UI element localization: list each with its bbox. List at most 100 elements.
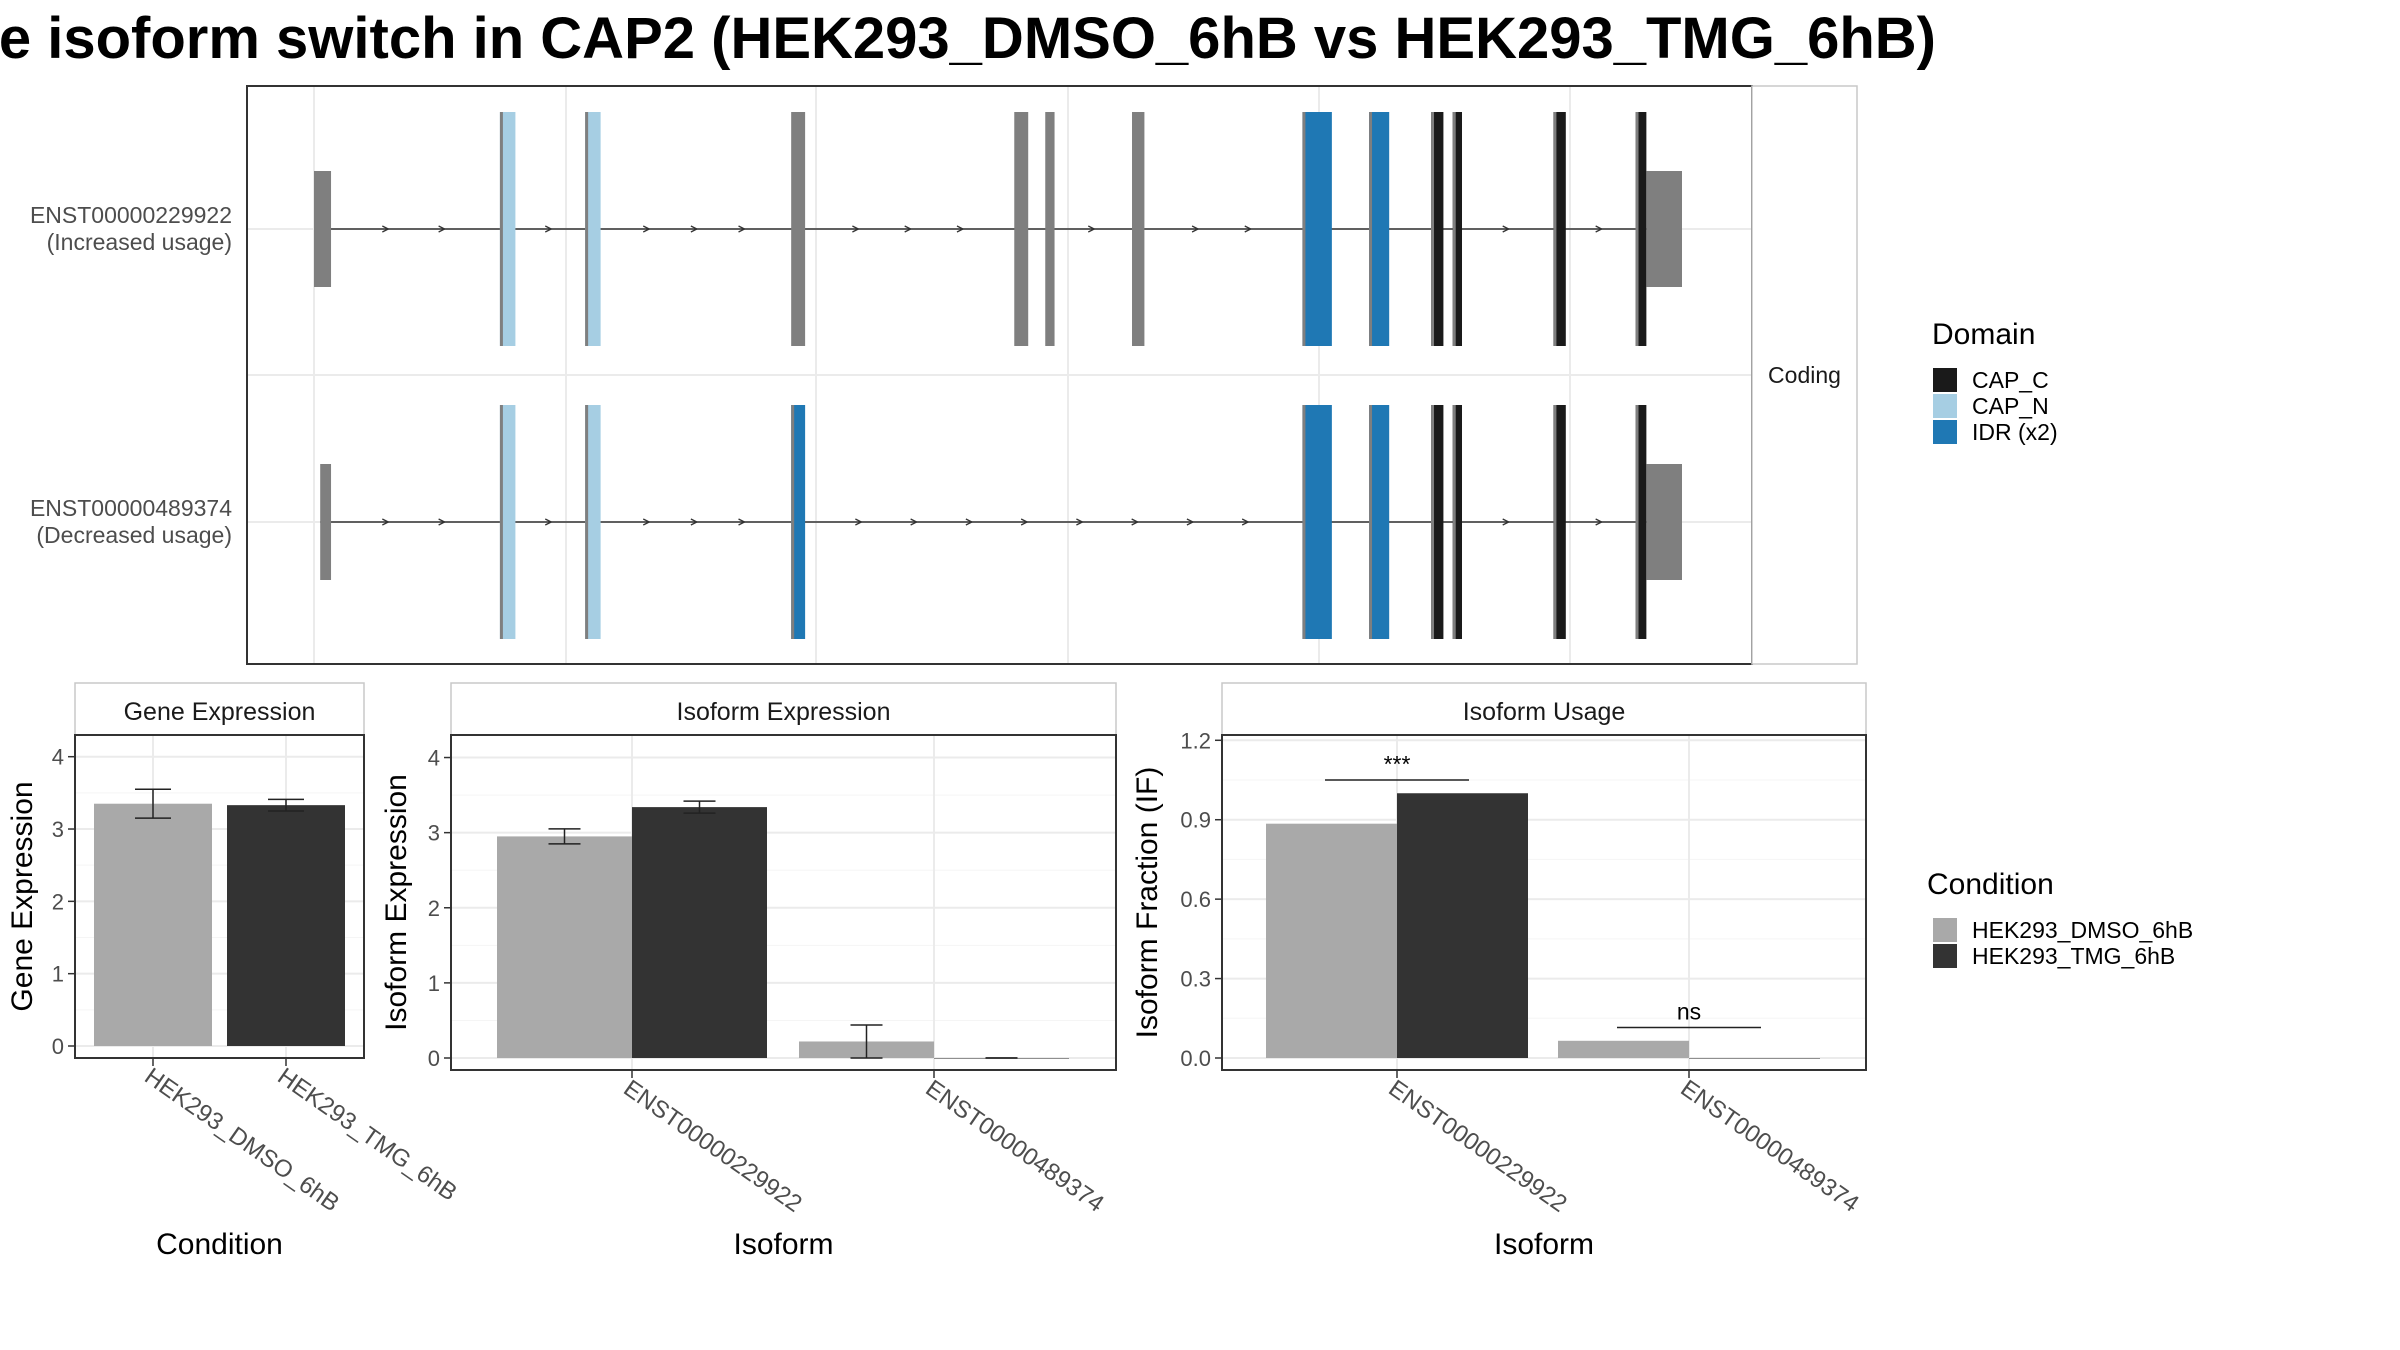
y-tick-label: 0 (428, 1046, 440, 1071)
exon-block (320, 464, 332, 580)
y-tick-label: 0.6 (1180, 887, 1211, 912)
bar (1397, 793, 1528, 1058)
intron-arrow (544, 225, 553, 233)
exon-edge (1553, 405, 1557, 639)
intron-arrow (965, 518, 974, 526)
exon-block (1014, 112, 1029, 346)
exon-block (314, 171, 332, 287)
x-tick-label: ENST00000229922 (1384, 1075, 1572, 1218)
exon-edge (499, 405, 503, 639)
bar (632, 807, 767, 1058)
intron-arrow (956, 225, 965, 233)
plot-border (450, 734, 1117, 1071)
intron-arrow (738, 518, 746, 526)
y-tick-label: 2 (52, 889, 64, 914)
y-axis-title: Isoform Expression (380, 774, 413, 1031)
intron-arrow (1131, 518, 1140, 526)
intron-arrow (438, 225, 447, 233)
x-axis-title: Condition (156, 1228, 283, 1261)
exon-edge (585, 405, 589, 639)
exon-block (1635, 112, 1647, 346)
exon-block (1452, 112, 1463, 346)
condition-legend-title: Condition (1927, 868, 2054, 901)
intron-arrow (1595, 518, 1604, 526)
intron-arrow (1244, 225, 1253, 233)
condition-legend-label: HEK293_TMG_6hB (1972, 943, 2175, 969)
exon-block (1302, 112, 1332, 346)
y-tick-label: 4 (428, 746, 440, 771)
exon-block (499, 112, 516, 346)
y-axis-title: Gene Expression (6, 781, 39, 1011)
y-tick-label: 0.9 (1180, 808, 1211, 833)
exon-edge (1553, 112, 1557, 346)
x-axis-title: Isoform (1494, 1228, 1594, 1261)
intron-arrow (690, 225, 699, 233)
intron-arrow (910, 518, 919, 526)
exon-block (1452, 405, 1463, 639)
bar-panel-3: Isoform Usage *** ns 0.0 0.3 0.6 0.9 1.2 ENST000… (1131, 682, 1867, 1261)
exon-block (499, 405, 516, 639)
y-tick-label: 1 (428, 971, 440, 996)
plot-border (1221, 734, 1867, 1071)
y-tick-label: 1 (52, 962, 64, 987)
exon-block (1302, 405, 1332, 639)
exon-block (1646, 464, 1682, 580)
significance-label: *** (1384, 751, 1411, 777)
exon-block (1369, 112, 1390, 346)
intron-arrow (382, 518, 390, 526)
domain-legend-key (1933, 368, 1957, 392)
y-tick-label: 0.3 (1180, 967, 1211, 992)
y-tick-label: 3 (428, 821, 440, 846)
transcript-id-label: ENST00000489374 (30, 495, 232, 521)
y-tick-label: 4 (52, 745, 64, 770)
intron-arrow (1087, 225, 1096, 233)
transcript-id-label: ENST00000229922 (30, 202, 232, 228)
bar (1689, 1058, 1820, 1059)
intron-arrow (738, 225, 746, 233)
intron-arrow (1191, 225, 1200, 233)
facet-strip (1751, 85, 1858, 665)
exon-block (1431, 112, 1444, 346)
exon-edge (1452, 112, 1456, 346)
exon-block (1553, 112, 1566, 346)
intron-arrow (1020, 518, 1029, 526)
exon-edge (791, 405, 795, 639)
exon-block (1635, 405, 1647, 639)
x-tick-label: ENST00000489374 (921, 1075, 1109, 1218)
plot-border (74, 734, 365, 1059)
intron-arrow (382, 225, 390, 233)
panel-title-strip (450, 682, 1117, 736)
exon-block (1045, 112, 1055, 346)
transcript-usage-label: (Decreased usage) (36, 522, 232, 548)
exon-edge (1302, 112, 1306, 346)
domain-legend-label: IDR (x2) (1972, 419, 2058, 445)
intron-arrow (1186, 518, 1195, 526)
x-tick-label: ENST00000229922 (619, 1075, 807, 1218)
intron-arrow (438, 518, 447, 526)
exon-block (791, 405, 806, 639)
bar (94, 803, 212, 1046)
intron-arrow (642, 225, 651, 233)
intron-arrow (1595, 225, 1604, 233)
intron-arrow (855, 518, 863, 526)
bar-panel-2: Isoform Expression 0 1 2 3 4 ENST00000229922 EN… (380, 682, 1117, 1261)
condition-legend-label: HEK293_DMSO_6hB (1972, 917, 2193, 943)
intron-arrow (1076, 518, 1084, 526)
condition-legend-key (1933, 918, 1957, 942)
panel-title-strip (1221, 682, 1867, 736)
condition-legend-key (1933, 944, 1957, 968)
intron-arrow (642, 518, 651, 526)
panel-title: Isoform Expression (677, 698, 891, 726)
bar (497, 836, 632, 1058)
exon-edge (585, 112, 589, 346)
x-tick-label: ENST00000489374 (1676, 1075, 1864, 1218)
intron-arrow (1502, 225, 1511, 233)
significance-label: ns (1677, 999, 1701, 1025)
intron-arrow (852, 225, 860, 233)
y-tick-label: 3 (52, 817, 64, 842)
exon-edge (1369, 112, 1373, 346)
y-tick-label: 0.0 (1180, 1046, 1211, 1071)
